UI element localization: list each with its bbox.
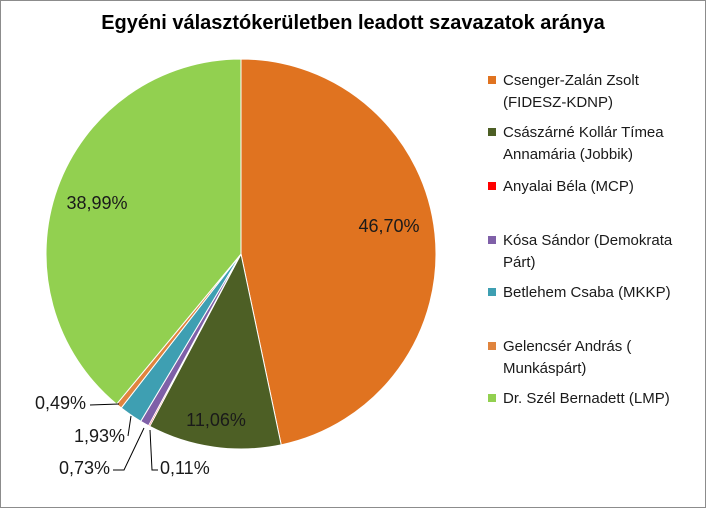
leader-line — [149, 429, 158, 471]
data-label: 46,70% — [358, 216, 419, 236]
data-label: 1,93% — [74, 426, 125, 446]
data-label: 0,73% — [59, 458, 110, 478]
legend-label-line: Annamária (Jobbik) — [503, 146, 634, 163]
data-label: 0,11% — [160, 458, 210, 478]
chart-legend: Csenger-Zalán Zsolt (FIDESZ-KDNP) Császárn… — [488, 70, 703, 420]
legend-label-line: (FIDESZ-KDNP) — [503, 94, 613, 111]
legend-swatch — [488, 76, 496, 84]
legend-swatch — [488, 182, 496, 190]
legend-label: Anyalai Béla (MCP) — [503, 176, 703, 198]
legend-swatch — [488, 394, 496, 402]
legend-label-line: Császárné Kollár Tímea — [503, 124, 664, 141]
pie-slice — [240, 58, 437, 446]
legend-swatch — [488, 288, 496, 296]
legend-label: Gelencsér András ( Munkáspárt) — [503, 336, 703, 380]
legend-swatch — [488, 128, 496, 136]
legend-label-line: Párt) — [503, 254, 536, 271]
legend-swatch — [488, 342, 496, 350]
legend-label-line: Gelencsér András ( — [503, 338, 632, 355]
legend-label: Dr. Szél Bernadett (LMP) — [503, 388, 703, 410]
chart-title: Egyéni választókerületben leadott szavaz… — [101, 12, 605, 34]
legend-label-line: Kósa Sándor (Demokrata — [503, 232, 673, 249]
data-label: 38,99% — [66, 193, 127, 213]
legend-label: Kósa Sándor (Demokrata Párt) — [503, 230, 703, 274]
data-label: 11,06% — [186, 410, 246, 430]
legend-label-line: Munkáspárt) — [503, 360, 587, 377]
legend-label-line: Csenger-Zalán Zsolt — [503, 72, 639, 89]
pie-slice — [45, 58, 242, 405]
legend-label: Betlehem Csaba (MKKP) — [503, 282, 703, 304]
legend-label: Csenger-Zalán Zsolt (FIDESZ-KDNP) — [503, 70, 703, 114]
legend-label: Császárné Kollár Tímea Annamária (Jobbik) — [503, 122, 703, 166]
leader-line — [89, 403, 120, 406]
leader-line — [113, 427, 145, 471]
legend-label-line: Betlehem Csaba (MKKP) — [503, 284, 671, 301]
legend-swatch — [488, 236, 496, 244]
data-label: 0,49% — [35, 393, 86, 413]
legend-label-line: Dr. Szél Bernadett (LMP) — [503, 390, 670, 407]
legend-label-line: Anyalai Béla (MCP) — [503, 178, 634, 195]
leader-line — [127, 415, 132, 437]
pie-slice — [149, 252, 282, 450]
